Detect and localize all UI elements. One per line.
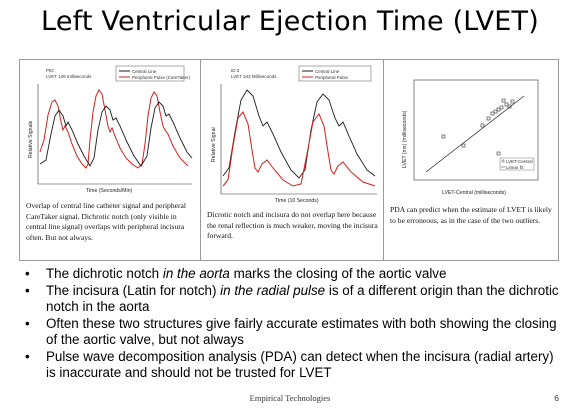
scatter-xlabel: LVET-Central (milliseconds): [442, 190, 506, 196]
bullet-list: • The dichrotic notch in the aorta marks …: [22, 266, 562, 382]
page-number: 6: [554, 393, 559, 403]
scatter-point: [480, 123, 485, 128]
plot2-peripheral-trace: [222, 111, 376, 187]
scatter-point: [496, 107, 501, 112]
scatter-point: [499, 105, 504, 110]
plot1-peripheral-trace: [39, 89, 189, 169]
bullet-dot: •: [25, 266, 30, 281]
scatter-point: [504, 102, 509, 107]
panel-central-vs-peripheral: PID: LVET 149 milliseconds Central Line …: [20, 60, 201, 260]
plot1-header-id: PID:: [46, 68, 55, 73]
scatter-point: [507, 104, 512, 109]
scatter-point: [496, 151, 501, 156]
scatter-points: [441, 98, 515, 156]
plot2-xlabel: Time (10 Seconds): [275, 198, 319, 204]
plot2-legend-peripheral: Peripheral Pulse: [315, 75, 349, 80]
panel-notch-mismatch: ID:3 LVET 343 Milliseconds Central Line …: [201, 60, 384, 260]
slide-title: Left Ventricular Ejection Time (LVET): [41, 6, 539, 37]
panel-pda-scatter: LVET (ms) (milliseconds) LVET-Central (m…: [384, 60, 558, 260]
waveform-plot-1: PID: LVET 149 milliseconds Central Line …: [28, 65, 193, 194]
scatter-point: [490, 111, 495, 116]
plot1-central-trace: [39, 101, 193, 167]
plot1-xlabel: Time (Seconds/Min): [86, 188, 132, 194]
bullet-text: is of a different origin than the dichro…: [46, 282, 559, 315]
bullet-item: • Pulse wave decomposition analysis (PDA)…: [22, 349, 562, 382]
bullet-item: • The dichrotic notch in the aorta marks …: [22, 266, 562, 283]
bullet-emphasis: in the radial pulse: [220, 282, 326, 298]
plot1-legend-box: [115, 65, 185, 82]
plot2-header-lvet: LVET 343 Milliseconds: [231, 74, 277, 79]
bullet-dot: •: [25, 315, 30, 331]
scatter-plot-lvet: LVET (ms) (milliseconds) LVET-Central (m…: [402, 79, 539, 196]
scatter-fit-line: [425, 95, 525, 173]
plot1-ylabel: Relative Signals: [28, 120, 34, 158]
scatter-legend-fit: Linear fit: [506, 165, 524, 170]
bullet-dot: •: [25, 282, 30, 298]
plot2-legend-box: [298, 65, 372, 82]
waveform-plot-2: ID:3 LVET 343 Milliseconds Central Line …: [211, 65, 377, 204]
panel3-caption: PDA can predict when the estimate of LVE…: [390, 205, 552, 225]
panel2-caption: Dicrotic notch and incisura do not overl…: [207, 210, 378, 240]
plot1-legend-peripheral: Peripheral Pulse (CareTaker): [132, 75, 191, 80]
scatter-point: [501, 98, 506, 103]
scatter-point: [441, 134, 446, 139]
scatter-point: [510, 99, 515, 104]
scatter-point: [461, 143, 466, 148]
bullet-text: The incisura (Latin for notch): [46, 282, 221, 298]
plot2-central-trace: [222, 89, 376, 179]
scatter-legend-points: LVET-Central: [506, 159, 533, 164]
scatter-point: [493, 109, 498, 114]
panel1-caption: Overlap of central line catheter signal …: [26, 201, 187, 242]
plot1-legend-central: Central Line: [132, 69, 157, 74]
bullet-item: • Often these two structures give fairly …: [22, 316, 562, 349]
bullet-text: marks the closing of the aortic valve: [229, 266, 447, 281]
plot2-header-id: ID:3: [231, 68, 240, 73]
bullet-text: Often these two structures give fairly a…: [46, 315, 557, 348]
figure-panels: PID: LVET 149 milliseconds Central Line …: [19, 59, 559, 261]
bullet-text: Pulse wave decomposition analysis (PDA) …: [46, 348, 554, 381]
slide-footer: Empirical Technologies: [249, 393, 331, 403]
scatter-point: [486, 116, 491, 121]
plot2-ylabel: Relative Signal: [211, 127, 217, 162]
bullet-emphasis: in the aorta: [162, 266, 230, 281]
plot2-legend-central: Central Line: [315, 69, 340, 74]
scatter-legend-box: [499, 157, 535, 171]
scatter-plot-frame: [413, 79, 539, 181]
bullet-dot: •: [25, 348, 30, 364]
plot1-header-lvet: LVET 149 milliseconds: [46, 74, 92, 79]
scatter-ylabel: LVET (ms) (milliseconds): [402, 110, 408, 168]
bullet-text: The dichrotic notch: [46, 266, 163, 281]
scatter-legend-marker: [501, 159, 505, 163]
bullet-item: • The incisura (Latin for notch) in the r…: [22, 283, 562, 316]
